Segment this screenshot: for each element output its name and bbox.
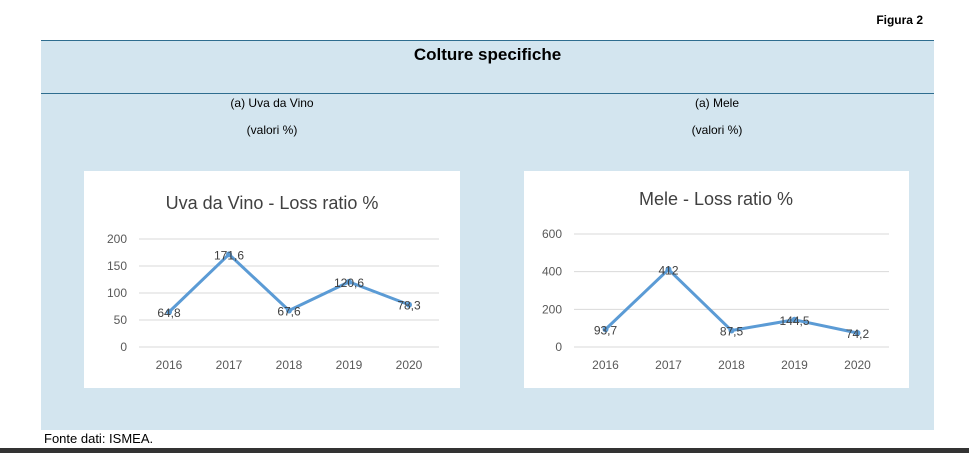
x-tick-label: 2020 bbox=[396, 358, 423, 372]
data-label: 78,3 bbox=[397, 299, 421, 313]
left-unit: (valori %) bbox=[246, 123, 298, 137]
right-subtitle: (a) Mele bbox=[694, 96, 739, 110]
data-label: 67,6 bbox=[277, 304, 301, 318]
y-tick-label: 200 bbox=[542, 302, 562, 316]
source-note: Fonte dati: ISMEA. bbox=[44, 431, 154, 446]
series-line-mele bbox=[604, 267, 859, 335]
data-label: 412 bbox=[658, 263, 678, 277]
series-line-uva bbox=[167, 252, 411, 314]
figure-label: Figura 2 bbox=[876, 13, 923, 27]
data-point bbox=[286, 307, 292, 314]
x-tick-label: 2018 bbox=[718, 358, 745, 372]
data-point bbox=[602, 326, 609, 333]
data-point bbox=[406, 301, 412, 308]
x-tick-label: 2019 bbox=[336, 358, 363, 372]
chart-uva-da-vino: Uva da Vino - Loss ratio % 0 50 100 150 200 20… bbox=[84, 171, 460, 388]
data-label: 171,6 bbox=[214, 248, 244, 262]
data-label: 144,5 bbox=[779, 314, 809, 328]
y-tick-label: 600 bbox=[542, 227, 562, 241]
left-subtitle: (a) Uva da Vino bbox=[230, 96, 314, 110]
right-unit: (valori %) bbox=[691, 123, 743, 137]
x-tick-label: 2017 bbox=[655, 358, 682, 372]
y-tick-label: 0 bbox=[555, 340, 562, 354]
x-tick-label: 2016 bbox=[592, 358, 619, 372]
chart-uva-svg: Uva da Vino - Loss ratio % 0 50 100 150 200 20… bbox=[107, 193, 439, 372]
bottom-bar bbox=[0, 448, 969, 453]
x-tick-label: 2017 bbox=[216, 358, 243, 372]
y-tick-label: 100 bbox=[107, 286, 127, 300]
x-tick-label: 2016 bbox=[156, 358, 183, 372]
data-point bbox=[226, 251, 232, 258]
x-tick-label: 2020 bbox=[844, 358, 871, 372]
y-tick-label: 200 bbox=[107, 232, 127, 246]
data-point bbox=[346, 278, 352, 285]
x-tick-label: 2018 bbox=[276, 358, 303, 372]
data-point bbox=[166, 309, 172, 316]
figure-panel: Colture specifiche (a) Uva da Vino (valo… bbox=[41, 40, 934, 430]
y-tick-label: 150 bbox=[107, 259, 127, 273]
data-point bbox=[791, 316, 798, 323]
panel-title: Colture specifiche bbox=[413, 45, 562, 64]
chart-title: Mele - Loss ratio % bbox=[639, 189, 793, 209]
data-label: 120,6 bbox=[334, 276, 364, 290]
chart-title: Uva da Vino - Loss ratio % bbox=[166, 193, 379, 213]
y-tick-label: 50 bbox=[114, 313, 128, 327]
title-divider bbox=[41, 93, 934, 94]
x-tick-label: 2019 bbox=[781, 358, 808, 372]
chart-mele-svg: Mele - Loss ratio % 0 200 400 600 2016 2017 201… bbox=[542, 189, 889, 372]
data-point bbox=[854, 330, 861, 337]
data-label: 87,5 bbox=[720, 325, 744, 339]
data-label: 64,8 bbox=[157, 306, 181, 320]
data-label: 93,7 bbox=[594, 323, 618, 337]
chart-mele: Mele - Loss ratio % 0 200 400 600 2016 2017 201… bbox=[524, 171, 909, 388]
data-point bbox=[728, 327, 735, 334]
y-tick-label: 0 bbox=[120, 340, 127, 354]
y-tick-label: 400 bbox=[542, 265, 562, 279]
data-label: 74,2 bbox=[846, 327, 870, 341]
data-point bbox=[665, 266, 672, 273]
